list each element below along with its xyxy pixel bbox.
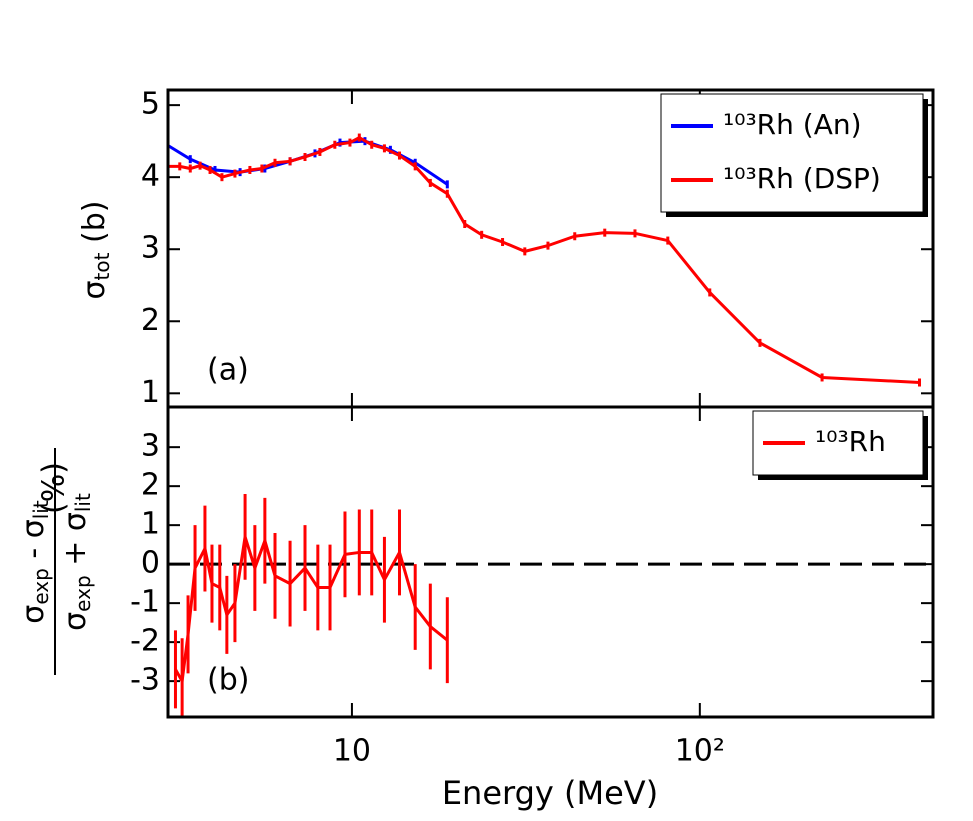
marker xyxy=(573,232,577,241)
y-tick-label: 1 xyxy=(141,375,160,410)
y-tick-label: 5 xyxy=(141,87,160,122)
marker xyxy=(303,153,307,162)
marker xyxy=(758,338,762,347)
marker xyxy=(318,147,322,156)
label-part: lit xyxy=(71,493,95,512)
marker xyxy=(188,164,192,173)
y-tick-label: -1 xyxy=(130,585,160,620)
marker xyxy=(603,228,607,237)
y-axis-label: σexp - σlit xyxy=(16,500,53,624)
marker xyxy=(178,162,182,171)
marker xyxy=(633,229,637,238)
label-part: exp xyxy=(29,568,53,604)
marker xyxy=(248,165,252,174)
y-tick-label: -3 xyxy=(130,663,160,698)
marker xyxy=(397,151,401,160)
y-axis-label: σexp + σlit xyxy=(58,493,95,631)
legend-label: ¹⁰³Rh xyxy=(815,425,886,458)
marker xyxy=(357,133,361,142)
annotation: (a) xyxy=(207,353,249,388)
y-tick-label: 2 xyxy=(141,303,160,338)
marker xyxy=(288,157,292,166)
marker xyxy=(333,140,337,149)
label-part: exp xyxy=(71,575,95,611)
marker xyxy=(480,230,484,239)
label-part: lit xyxy=(29,500,53,519)
marker xyxy=(546,241,550,250)
series-line xyxy=(168,139,449,186)
legend xyxy=(660,93,924,213)
annotation: (b) xyxy=(207,663,249,698)
marker xyxy=(463,220,467,229)
marker xyxy=(260,164,264,173)
marker xyxy=(188,155,192,164)
y-tick-label: 2 xyxy=(141,468,160,503)
marker xyxy=(413,162,417,171)
marker xyxy=(273,158,277,167)
plot-area xyxy=(173,493,449,717)
marker xyxy=(666,236,670,245)
marker xyxy=(348,138,352,147)
series-line xyxy=(174,535,449,686)
marker xyxy=(208,165,212,174)
marker xyxy=(428,178,432,187)
frame xyxy=(166,405,935,719)
label-part: + σ xyxy=(58,512,93,575)
y-tick-label: -2 xyxy=(130,624,160,659)
y-tick-label: 4 xyxy=(141,159,160,194)
x-axis-label: Energy (MeV) xyxy=(442,774,658,812)
label-part: - σ xyxy=(16,519,51,568)
marker xyxy=(220,173,224,182)
marker xyxy=(213,165,217,174)
y-tick-label: 3 xyxy=(141,429,160,464)
x-tick-label: 10² xyxy=(675,734,725,769)
marker xyxy=(198,161,202,170)
label-part: σ xyxy=(16,605,51,624)
y-axis-label: (%) xyxy=(37,462,72,514)
marker xyxy=(382,144,386,153)
marker xyxy=(820,373,824,382)
marker xyxy=(445,189,449,198)
marker xyxy=(918,378,922,387)
y-tick-label: 0 xyxy=(141,546,160,581)
marker xyxy=(445,180,449,189)
label-part: (b) xyxy=(77,201,112,253)
legend-label: ¹⁰³Rh (An) xyxy=(723,108,862,141)
y-axis-label: σtot (b) xyxy=(77,201,114,300)
label-part: σ xyxy=(77,280,112,299)
label-part: tot xyxy=(90,252,114,280)
x-tick-label: 10 xyxy=(333,734,371,769)
legend-label: ¹⁰³Rh (DSP) xyxy=(723,162,881,195)
marker xyxy=(523,247,527,256)
plot-area xyxy=(168,133,922,387)
marker xyxy=(370,140,374,149)
label-part: σ xyxy=(58,612,93,631)
marker xyxy=(708,288,712,297)
y-tick-label: 1 xyxy=(141,507,160,542)
y-tick-label: 3 xyxy=(141,231,160,266)
marker xyxy=(233,169,237,178)
marker xyxy=(501,238,505,247)
